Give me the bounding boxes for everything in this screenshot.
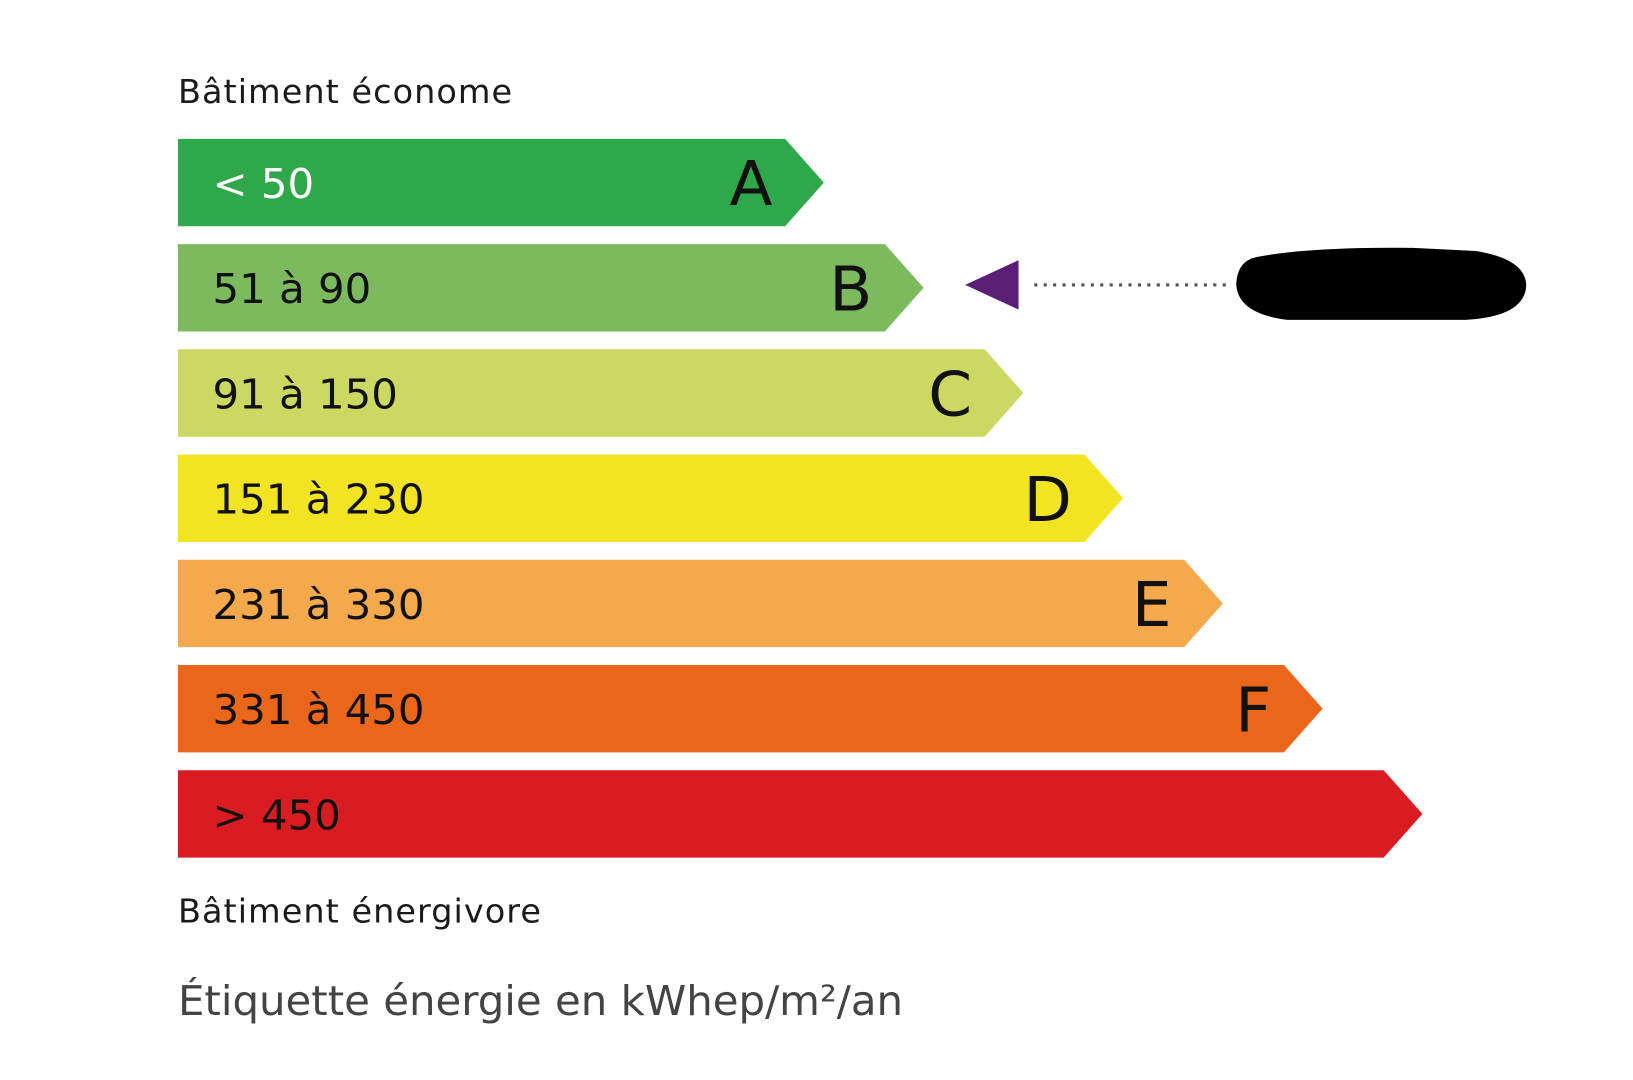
range-label-E: 231 à 330 (212, 580, 424, 629)
range-label-B: 51 à 90 (212, 265, 371, 314)
range-label-F: 331 à 450 (212, 685, 424, 734)
bar-G (177, 770, 1423, 858)
range-label-A: < 50 (212, 159, 314, 208)
range-label-G: > 450 (212, 791, 340, 840)
caption: Étiquette énergie en kWhep/m²/an (178, 977, 903, 1026)
class-letter-F: F (1235, 674, 1271, 746)
range-label-C: 91 à 150 (212, 370, 397, 419)
bar-E (177, 559, 1223, 648)
class-letter-D: D (1023, 463, 1071, 535)
redaction-blob (1236, 247, 1527, 320)
bar-F (177, 664, 1323, 753)
indicator-arrow-icon (965, 260, 1019, 310)
class-letter-A: A (730, 148, 773, 220)
bar-D (177, 454, 1124, 542)
bar-A (177, 138, 824, 227)
class-letter-C: C (928, 358, 972, 430)
indicator (965, 247, 1527, 320)
bottom-label: Bâtiment énergivore (178, 892, 542, 931)
top-label: Bâtiment économe (178, 72, 513, 111)
bar-B (177, 244, 924, 332)
range-label-D: 151 à 230 (212, 475, 424, 524)
class-letter-E: E (1132, 569, 1172, 641)
class-letter-B: B (829, 253, 872, 325)
bar-C (177, 349, 1024, 437)
